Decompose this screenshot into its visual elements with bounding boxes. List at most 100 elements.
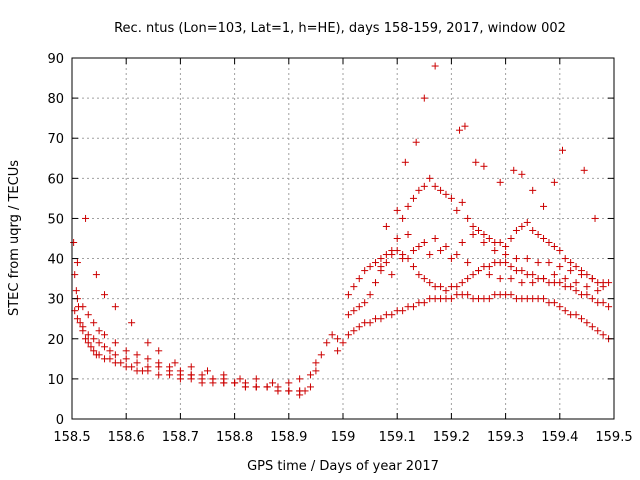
data-point bbox=[393, 235, 401, 242]
data-point bbox=[559, 146, 567, 154]
x-tick-label: 158.5 bbox=[53, 430, 90, 445]
data-point bbox=[458, 279, 466, 287]
data-point bbox=[480, 239, 488, 247]
data-point bbox=[409, 263, 417, 271]
data-point bbox=[534, 259, 542, 267]
data-point bbox=[469, 271, 477, 279]
x-tick-label: 158.7 bbox=[162, 430, 199, 445]
data-point bbox=[458, 239, 466, 247]
data-point bbox=[437, 247, 445, 255]
y-axis-label: STEC from uqrg / TECUs bbox=[7, 160, 22, 316]
data-point bbox=[512, 226, 520, 234]
data-point bbox=[106, 347, 114, 355]
data-point bbox=[155, 359, 163, 367]
data-point bbox=[507, 235, 515, 242]
data-point bbox=[540, 275, 548, 283]
data-point bbox=[529, 279, 537, 287]
data-point bbox=[540, 295, 548, 303]
data-point bbox=[101, 331, 109, 339]
data-point bbox=[328, 331, 336, 339]
data-point bbox=[507, 263, 515, 271]
data-point bbox=[588, 323, 596, 331]
data-point bbox=[350, 327, 358, 335]
data-point bbox=[366, 291, 374, 299]
x-tick-label: 159.1 bbox=[379, 430, 416, 445]
data-point bbox=[101, 343, 109, 351]
x-tick-label: 159.5 bbox=[595, 430, 632, 445]
data-point bbox=[95, 327, 103, 335]
data-point bbox=[518, 170, 526, 178]
data-point bbox=[198, 371, 206, 379]
data-point bbox=[550, 299, 558, 307]
data-point bbox=[540, 235, 548, 242]
data-point bbox=[523, 255, 531, 263]
grid-lines bbox=[72, 58, 614, 419]
data-point bbox=[591, 214, 599, 222]
data-point bbox=[388, 311, 396, 319]
data-point bbox=[442, 287, 450, 295]
data-point bbox=[306, 383, 314, 391]
data-point bbox=[382, 259, 390, 267]
plot-frame bbox=[71, 57, 615, 420]
data-point bbox=[84, 339, 92, 347]
data-point bbox=[344, 331, 352, 339]
data-point bbox=[502, 259, 510, 267]
axis-ticks: 158.5 158.6 158.7 158.8 158.9 159 159.1 159.2 15… bbox=[47, 52, 632, 445]
data-point bbox=[366, 319, 374, 327]
data-point bbox=[561, 255, 569, 263]
data-point bbox=[366, 263, 374, 271]
data-point bbox=[72, 287, 80, 295]
data-point bbox=[447, 255, 455, 263]
x-tick-label: 158.9 bbox=[270, 430, 307, 445]
data-point bbox=[442, 243, 450, 251]
data-point bbox=[453, 283, 461, 291]
data-point bbox=[209, 375, 217, 383]
data-point bbox=[252, 375, 260, 383]
data-point bbox=[84, 311, 92, 319]
data-point bbox=[285, 387, 293, 395]
data-point bbox=[241, 379, 249, 387]
y-tick-label: 30 bbox=[47, 293, 64, 308]
data-point bbox=[567, 267, 575, 275]
data-point bbox=[420, 299, 428, 307]
data-point bbox=[312, 367, 320, 375]
data-point bbox=[453, 251, 461, 259]
data-point bbox=[588, 295, 596, 303]
data-point bbox=[355, 323, 363, 331]
y-tick-label: 40 bbox=[47, 253, 64, 268]
data-point bbox=[496, 239, 504, 247]
data-point bbox=[588, 275, 596, 283]
data-point bbox=[409, 247, 417, 255]
data-point bbox=[431, 62, 439, 70]
data-point bbox=[355, 303, 363, 311]
data-point bbox=[84, 331, 92, 339]
y-tick-label: 50 bbox=[47, 212, 64, 227]
data-point bbox=[461, 122, 469, 130]
x-axis-label: GPS time / Days of year 2017 bbox=[247, 459, 439, 474]
data-point bbox=[550, 243, 558, 251]
data-point bbox=[90, 319, 98, 327]
data-point bbox=[263, 383, 271, 391]
data-point bbox=[594, 287, 602, 295]
data-point bbox=[447, 295, 455, 303]
data-point bbox=[605, 303, 613, 311]
data-point bbox=[334, 347, 342, 355]
data-point bbox=[534, 230, 542, 238]
data-point bbox=[409, 194, 417, 202]
data-point bbox=[296, 391, 304, 399]
data-point bbox=[344, 291, 352, 299]
data-point bbox=[393, 206, 401, 214]
x-tick-label: 159.2 bbox=[433, 430, 470, 445]
data-point bbox=[171, 359, 179, 367]
data-point bbox=[388, 251, 396, 259]
data-point bbox=[420, 94, 428, 102]
data-points bbox=[70, 62, 613, 399]
data-point bbox=[561, 307, 569, 315]
data-point bbox=[361, 267, 369, 275]
data-point bbox=[523, 218, 531, 226]
data-point bbox=[79, 303, 87, 311]
data-point bbox=[540, 202, 548, 210]
data-point bbox=[599, 299, 607, 307]
data-point bbox=[377, 315, 385, 323]
data-point bbox=[415, 243, 423, 251]
